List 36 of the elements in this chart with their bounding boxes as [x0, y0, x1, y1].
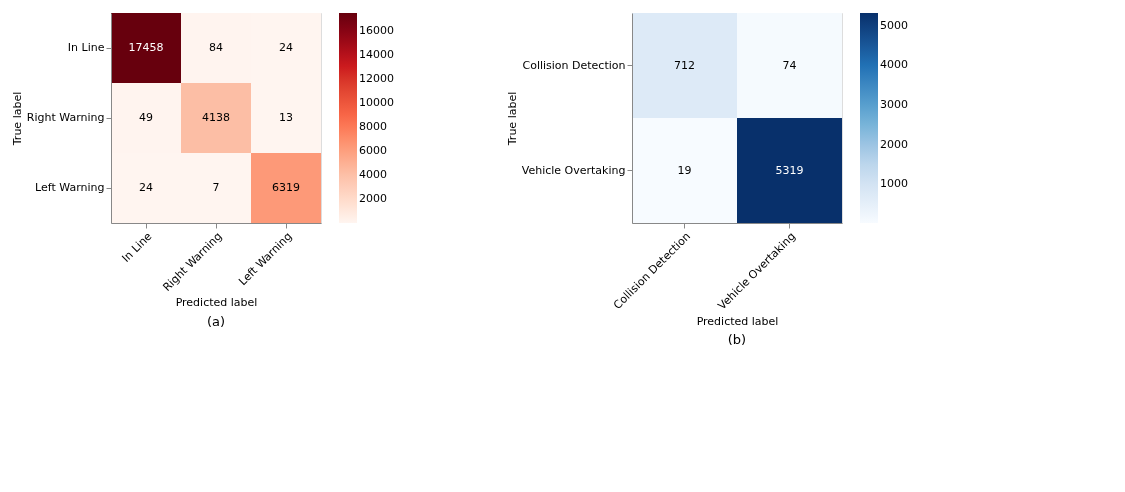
data-label: 6319 — [272, 181, 300, 194]
y-tick-label: In Line — [67, 41, 105, 54]
data-label: 13 — [279, 111, 293, 124]
y-tick-label: Right Warning — [26, 111, 105, 124]
x-axis-title: Predicted label — [696, 314, 779, 328]
text: (b) — [727, 332, 747, 348]
color-bar-label: 8000 — [359, 119, 387, 133]
color-bar-label: 6000 — [359, 143, 387, 157]
color-bar-label: 16000 — [359, 23, 394, 37]
y-axis-title: True label — [505, 91, 519, 147]
data-label: 19 — [677, 163, 692, 177]
color-bar-label: 1000 — [880, 177, 908, 191]
data-label: 49 — [139, 111, 153, 124]
y-axis-title: True label — [10, 91, 24, 147]
color-bar-label: 14000 — [359, 47, 394, 61]
x-tick-label: In Line — [119, 229, 155, 265]
data-label: 24 — [279, 41, 293, 54]
data-label: 4138 — [202, 111, 230, 124]
color-bar-label: 4000 — [359, 167, 387, 181]
color-bar-label: 3000 — [880, 97, 908, 111]
color-bar-label: 10000 — [359, 95, 394, 109]
color-bar-label: 4000 — [880, 58, 908, 72]
data-label: 24 — [139, 181, 153, 194]
y-tick-label: Left Warning — [35, 181, 105, 194]
data-label: 84 — [209, 41, 223, 54]
color-bar-label: 5000 — [880, 18, 908, 32]
data-label: 5319 — [775, 163, 804, 177]
x-axis-title: Predicted label — [175, 296, 258, 310]
data-label: 74 — [782, 58, 797, 72]
data-label: 712 — [674, 58, 695, 72]
color-bar-label: 12000 — [359, 71, 394, 85]
color-bar-label: 2000 — [359, 192, 387, 206]
data-label: 7 — [212, 181, 220, 194]
data-label: 17458 — [128, 41, 164, 54]
text: (a) — [206, 313, 226, 329]
color-bar-label: 2000 — [880, 137, 908, 151]
